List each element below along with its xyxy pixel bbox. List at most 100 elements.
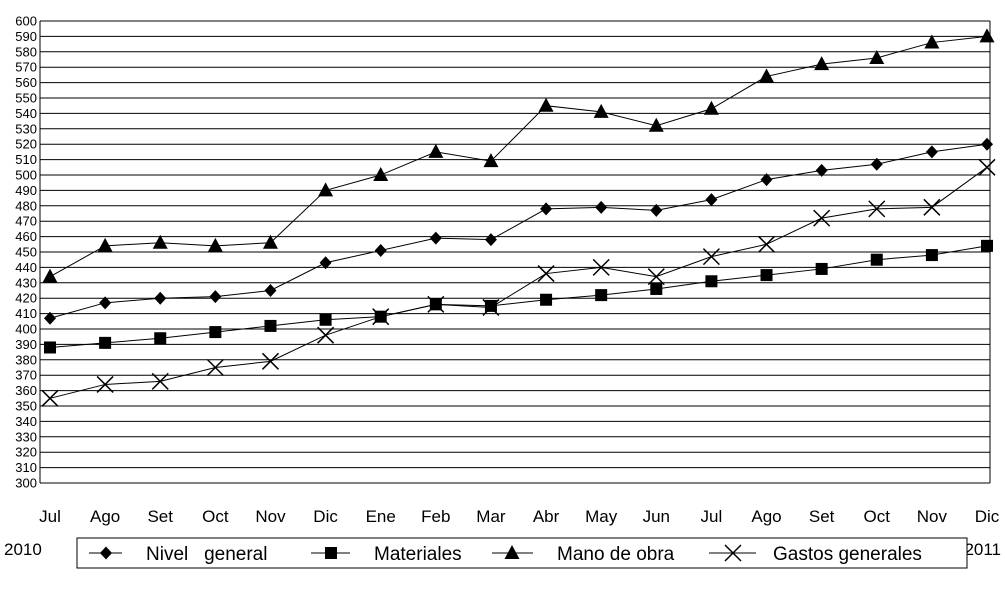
series-x	[41, 158, 996, 407]
point-triangle-1	[97, 237, 113, 252]
y-tick-label-350: 350	[15, 399, 37, 414]
point-x-6	[372, 308, 390, 326]
point-triangle-16	[924, 34, 940, 49]
x-tick-label-14: Set	[809, 507, 835, 526]
year-label-start: 2010	[4, 540, 42, 559]
series-diamond	[44, 137, 993, 325]
point-triangle-10	[593, 103, 609, 118]
point-diamond-5	[319, 256, 332, 270]
x-tick-label-1: Ago	[90, 507, 120, 526]
x-tick-label-10: May	[585, 507, 618, 526]
y-tick-label-370: 370	[15, 368, 37, 383]
point-diamond-8	[484, 233, 497, 247]
y-tick-label-470: 470	[15, 214, 37, 229]
legend-label-x: Gastos generales	[773, 544, 922, 565]
point-x-12	[702, 248, 720, 266]
y-tick-label-390: 390	[15, 337, 37, 352]
x-tick-label-0: Jul	[39, 507, 61, 526]
point-square-9	[540, 293, 553, 306]
point-diamond-1	[99, 296, 112, 310]
y-tick-label-400: 400	[15, 322, 37, 337]
axes	[39, 21, 991, 483]
point-triangle-9	[538, 97, 554, 112]
point-x-11	[647, 268, 665, 286]
y-tick-label-420: 420	[15, 291, 37, 306]
x-tick-label-9: Abr	[533, 507, 560, 526]
point-diamond-11	[650, 203, 663, 217]
y-tick-label-550: 550	[15, 91, 37, 106]
y-tick-label-600: 600	[15, 14, 37, 29]
y-tick-label-500: 500	[15, 168, 37, 183]
point-square-14	[815, 262, 828, 275]
point-triangle-13	[759, 68, 775, 83]
point-triangle-12	[703, 100, 719, 115]
x-tick-label-3: Oct	[202, 507, 229, 526]
x-tick-label-7: Feb	[421, 507, 450, 526]
point-triangle-0	[42, 268, 58, 283]
point-diamond-9	[540, 202, 553, 216]
point-triangle-3	[207, 237, 223, 252]
x-tick-label-13: Ago	[751, 507, 781, 526]
point-triangle-2	[152, 234, 168, 249]
series-line-x	[49, 166, 988, 399]
point-square-13	[760, 269, 773, 282]
year-label-end: 2011	[964, 540, 1001, 559]
y-tick-label-580: 580	[15, 44, 37, 59]
legend-label-square: Materiales	[374, 544, 462, 565]
x-tick-label-5: Dic	[313, 507, 338, 526]
point-x-9	[537, 265, 555, 283]
series-line-triangle	[49, 35, 988, 278]
point-x-17	[978, 158, 996, 176]
point-x-1	[96, 375, 114, 393]
legend-marker-square	[325, 547, 337, 559]
y-tick-label-430: 430	[15, 275, 37, 290]
point-triangle-8	[483, 153, 499, 168]
y-tick-label-340: 340	[15, 414, 37, 429]
series-triangle	[42, 28, 995, 283]
y-tick-label-320: 320	[15, 445, 37, 460]
point-diamond-14	[815, 163, 828, 177]
y-tick-label-460: 460	[15, 229, 37, 244]
y-tick-label-380: 380	[15, 352, 37, 367]
point-square-0	[44, 341, 56, 354]
x-tick-label-6: Ene	[366, 507, 396, 526]
x-tick-label-2: Set	[147, 507, 173, 526]
y-tick-label-510: 510	[15, 152, 37, 167]
point-diamond-7	[429, 231, 442, 245]
x-tick-label-11: Jun	[643, 507, 670, 526]
y-tick-label-480: 480	[15, 198, 37, 213]
point-square-8	[484, 299, 497, 312]
y-tick-label-330: 330	[15, 429, 37, 444]
point-square-5	[319, 313, 332, 326]
series-square	[44, 239, 993, 354]
point-square-1	[99, 336, 112, 349]
x-tick-label-16: Nov	[917, 507, 948, 526]
point-diamond-16	[925, 145, 938, 159]
y-tick-label-310: 310	[15, 460, 37, 475]
point-diamond-6	[374, 243, 387, 257]
point-square-15	[870, 253, 883, 266]
point-x-15	[868, 200, 886, 218]
point-x-13	[757, 235, 776, 253]
x-tick-label-8: Mar	[476, 507, 506, 526]
y-tick-label-360: 360	[15, 383, 37, 398]
y-tick-label-490: 490	[15, 183, 37, 198]
legend-label-triangle: Mano de obra	[557, 544, 675, 565]
point-diamond-17	[981, 137, 993, 151]
point-x-7	[427, 295, 445, 313]
legend: Nivel general Materiales Mano de obra Gasto…	[76, 537, 968, 569]
legend-marker-x	[724, 544, 742, 562]
series-line-square	[49, 245, 988, 348]
point-diamond-2	[154, 291, 167, 305]
y-tick-label-540: 540	[15, 106, 37, 121]
series-lines	[41, 28, 996, 407]
x-tick-label-4: Nov	[255, 507, 286, 526]
point-square-16	[925, 249, 938, 262]
point-x-16	[923, 198, 941, 216]
point-x-14	[813, 209, 831, 227]
point-x-3	[206, 358, 224, 377]
point-diamond-0	[44, 311, 56, 325]
point-diamond-4	[264, 284, 277, 297]
gridlines	[40, 20, 990, 484]
